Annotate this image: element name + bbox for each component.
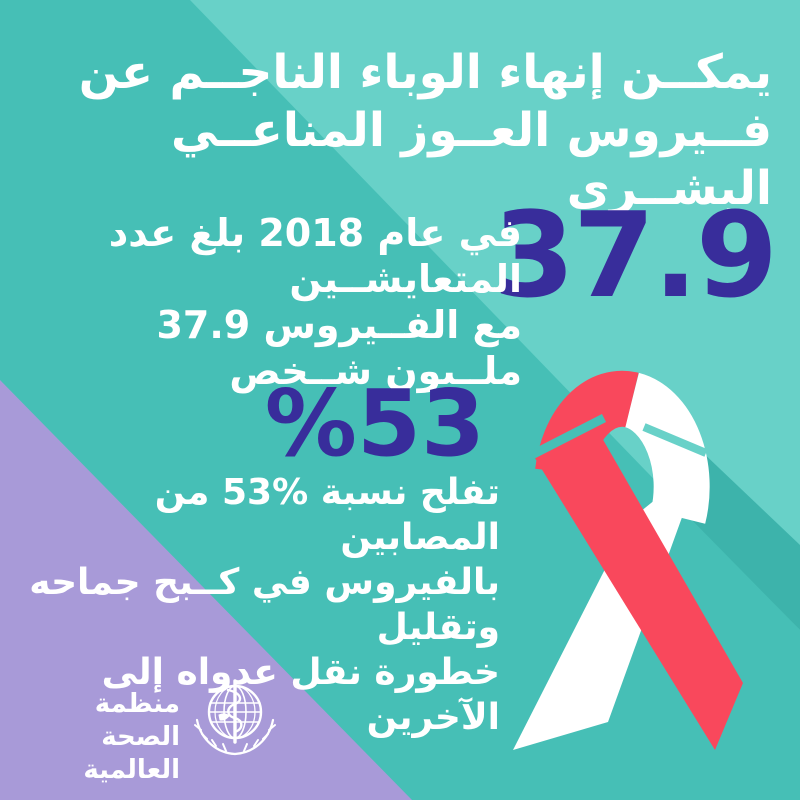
who-logo-text-line-2: الصحة العالمية <box>83 722 180 785</box>
stat-53-caption: تفلح نسبة %53 من المصابين بالفيروس في كـ… <box>10 470 500 740</box>
stat-53-caption-line-3: خطورة نقل عدواه إلى الآخرين <box>101 652 500 738</box>
ribbon-right-slit <box>642 423 708 457</box>
who-emblem-icon <box>194 679 276 756</box>
stat-37-9-value: 37.9 <box>492 186 778 324</box>
title-line-2: فــيروس العــوز المناعــي البشــري <box>171 103 772 216</box>
stat-37-9-caption: في عام 2018 بلغ عدد المتعايشــين مع الفـ… <box>10 210 522 394</box>
who-logo-text: منظمة الصحة العالمية <box>20 688 180 787</box>
lavender-corner-triangle <box>0 380 412 800</box>
diagonal-light-band <box>190 0 800 630</box>
ribbon-long-shadow <box>684 448 800 630</box>
stat-53-caption-line-2: بالفيروس في كــبح جماحه وتقليل <box>29 562 500 648</box>
stat-37-9-caption-line-2: مع الفــيروس 37.9 ملــيون شــخص <box>156 303 522 393</box>
ribbon-red-band <box>533 424 743 750</box>
stat-53-value: %53 <box>264 370 485 477</box>
awareness-ribbon-icon <box>513 370 743 750</box>
ribbon-left-slit <box>517 413 607 466</box>
stat-53-caption-line-1: تفلح نسبة %53 من المصابين <box>154 472 500 558</box>
page-title: يمكــن إنهاء الوباء الناجــم عن فــيروس … <box>60 44 772 218</box>
who-logo-text-line-1: منظمة <box>94 689 180 719</box>
title-line-1: يمكــن إنهاء الوباء الناجــم عن <box>78 45 772 100</box>
stat-37-9-caption-line-1: في عام 2018 بلغ عدد المتعايشــين <box>108 211 522 301</box>
